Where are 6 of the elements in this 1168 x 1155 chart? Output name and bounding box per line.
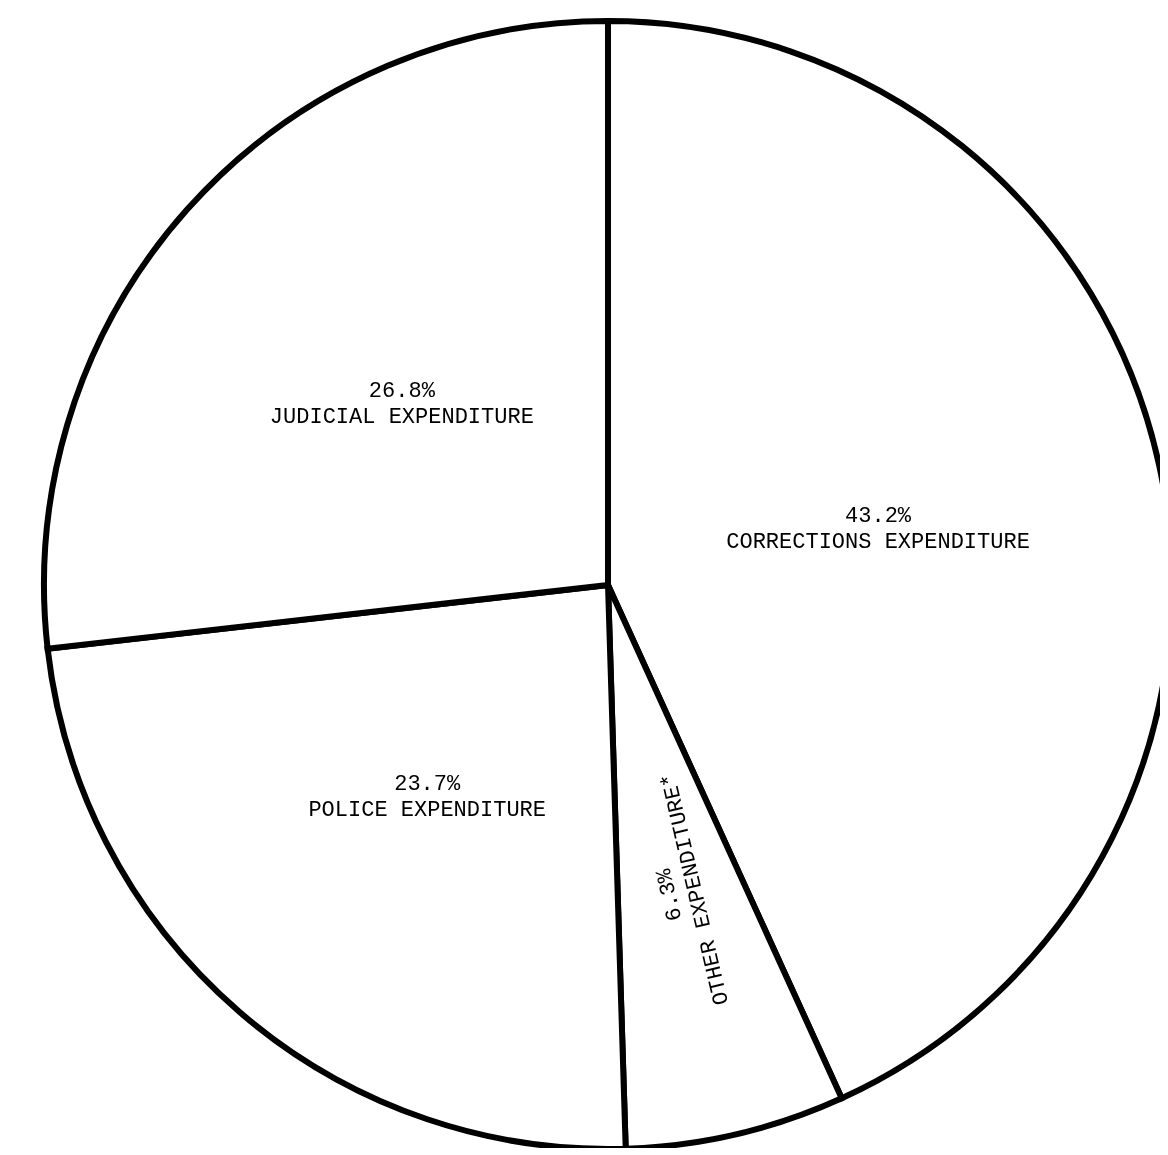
data-label: 26.8% [368,378,436,404]
data-label: 43.2% [845,504,912,530]
data-label: 23.7% [394,771,461,797]
slice-label: POLICE EXPENDITURE [308,798,547,824]
slice-label: CORRECTIONS EXPENDITURE [726,530,1030,556]
slice-label: JUDICIAL EXPENDITURE [269,404,534,430]
